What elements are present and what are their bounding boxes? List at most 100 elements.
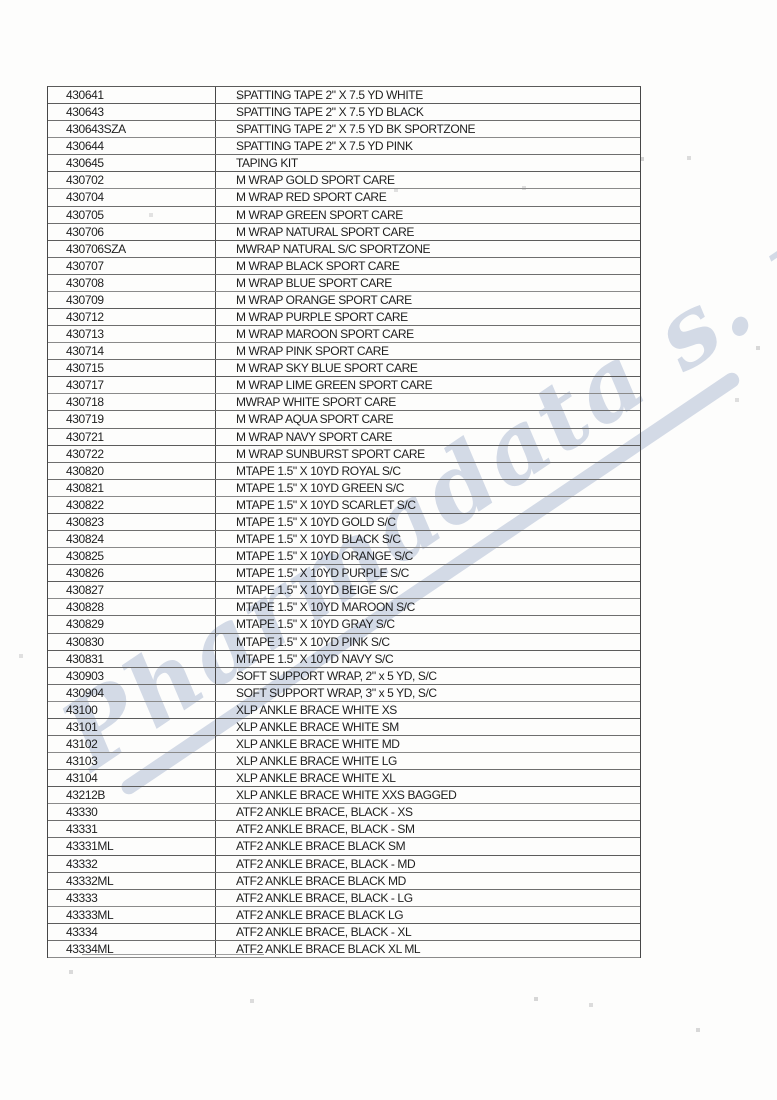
item-description-cell: M WRAP NATURAL SPORT CARE xyxy=(236,224,415,239)
item-code-cell: 430708 xyxy=(48,274,216,291)
item-description-cell: M WRAP GOLD SPORT CARE xyxy=(236,173,395,188)
item-description-cell: ATF2 ANKLE BRACE BLACK XL ML xyxy=(236,941,421,956)
item-code-cell: 430715 xyxy=(48,360,216,377)
item-code-cell: 430643 xyxy=(48,104,216,121)
item-description-cell: XLP ANKLE BRACE WHITE XXS BAGGED xyxy=(236,788,457,803)
table-row: 43103 XLP ANKLE BRACE WHITE LG xyxy=(48,753,640,771)
item-description-cell: ATF2 ANKLE BRACE, BLACK - MD xyxy=(236,856,416,871)
item-description-cell: ATF2 ANKLE BRACE, BLACK - XL xyxy=(236,924,412,939)
item-description-cell: M WRAP GREEN SPORT CARE xyxy=(236,207,403,222)
table-row: 430707 M WRAP BLACK SPORT CARE xyxy=(48,257,640,275)
table-row: 430826 MTAPE 1.5" X 10YD PURPLE S/C xyxy=(48,565,640,583)
table-row: 430643 SPATTING TAPE 2" X 7.5 YD BLACK xyxy=(48,104,640,122)
table-row: 430825 MTAPE 1.5" X 10YD ORANGE S/C xyxy=(48,548,640,566)
table-row: 430712 M WRAP PURPLE SPORT CARE xyxy=(48,309,640,327)
item-description-cell: MTAPE 1.5" X 10YD SCARLET S/C xyxy=(236,497,416,512)
item-description-cell: ATF2 ANKLE BRACE BLACK MD xyxy=(236,873,406,888)
item-code-cell: 430713 xyxy=(48,326,216,343)
table-row: 430718 MWRAP WHITE SPORT CARE xyxy=(48,394,640,412)
item-code-cell: 43334 xyxy=(48,923,216,940)
item-description-cell: MWRAP WHITE SPORT CARE xyxy=(236,395,396,410)
item-code-cell: 430822 xyxy=(48,496,216,513)
item-code-cell: 43103 xyxy=(48,753,216,770)
item-code-cell: 43104 xyxy=(48,770,216,787)
item-description-cell: MTAPE 1.5" X 10YD GRAY S/C xyxy=(236,617,395,632)
item-code-cell: 430718 xyxy=(48,394,216,411)
table-row: 43332 ATF2 ANKLE BRACE, BLACK - MD xyxy=(48,855,640,873)
table-row: 430821 MTAPE 1.5" X 10YD GREEN S/C xyxy=(48,479,640,497)
item-description-cell: M WRAP ORANGE SPORT CARE xyxy=(236,292,412,307)
scan-artifact-line xyxy=(82,954,264,955)
table-row: 430722 M WRAP SUNBURST SPORT CARE xyxy=(48,445,640,463)
item-description-cell: M WRAP AQUA SPORT CARE xyxy=(236,412,394,427)
item-description-cell: M WRAP LIME GREEN SPORT CARE xyxy=(236,378,433,393)
table-row: 430903 SOFT SUPPORT WRAP, 2" x 5 YD, S/C xyxy=(48,667,640,685)
table-row: 430645 TAPING KIT xyxy=(48,155,640,173)
item-description-cell: M WRAP RED SPORT CARE xyxy=(236,190,387,205)
item-code-cell: 430709 xyxy=(48,291,216,309)
table-row: 43331ML ATF2 ANKLE BRACE BLACK SM xyxy=(48,838,640,856)
item-description-cell: ATF2 ANKLE BRACE, BLACK - SM xyxy=(236,822,415,837)
item-code-cell: 43330 xyxy=(48,804,216,821)
item-code-cell: 430831 xyxy=(48,650,216,667)
item-code-cell: 430829 xyxy=(48,616,216,633)
table-row: 430829 MTAPE 1.5" X 10YD GRAY S/C xyxy=(48,616,640,634)
table-row: 43332ML ATF2 ANKLE BRACE BLACK MD xyxy=(48,872,640,890)
item-code-cell: 43333 xyxy=(48,889,216,906)
item-code-cell: 430705 xyxy=(48,206,216,223)
table-row: 430719 M WRAP AQUA SPORT CARE xyxy=(48,411,640,429)
item-code-cell: 43212B xyxy=(48,787,216,804)
item-code-cell: 43102 xyxy=(48,735,216,753)
item-description-cell: SPATTING TAPE 2" X 7.5 YD PINK xyxy=(236,139,413,154)
item-description-cell: MWRAP NATURAL S/C SPORTZONE xyxy=(236,241,431,256)
table-row: 430705 M WRAP GREEN SPORT CARE xyxy=(48,206,640,224)
table-row: 43102 XLP ANKLE BRACE WHITE MD xyxy=(48,735,640,754)
table-row: 43333 ATF2 ANKLE BRACE, BLACK - LG xyxy=(48,889,640,907)
item-description-cell: M WRAP BLUE SPORT CARE xyxy=(236,275,392,290)
item-description-cell: SPATTING TAPE 2" X 7.5 YD BK SPORTZONE xyxy=(236,122,476,137)
item-description-cell: ATF2 ANKLE BRACE BLACK LG xyxy=(236,907,404,922)
item-description-cell: M WRAP PURPLE SPORT CARE xyxy=(236,310,408,325)
table-row: 430644 SPATTING TAPE 2" X 7.5 YD PINK xyxy=(48,138,640,156)
table-row: 430713 M WRAP MAROON SPORT CARE xyxy=(48,326,640,344)
item-code-cell: 430826 xyxy=(48,565,216,582)
table-row: 430820 MTAPE 1.5" X 10YD ROYAL S/C xyxy=(48,462,640,480)
table-row: 430704 M WRAP RED SPORT CARE xyxy=(48,189,640,207)
item-description-cell: MTAPE 1.5" X 10YD GOLD S/C xyxy=(236,514,396,529)
item-code-cell: 430827 xyxy=(48,582,216,599)
table-row: 430706SZA MWRAP NATURAL S/C SPORTZONE xyxy=(48,240,640,258)
item-description-cell: SPATTING TAPE 2" X 7.5 YD BLACK xyxy=(236,105,424,120)
table-row: 430708 M WRAP BLUE SPORT CARE xyxy=(48,274,640,292)
item-code-cell: 43332 xyxy=(48,855,216,872)
table-row: 43334 ATF2 ANKLE BRACE, BLACK - XL xyxy=(48,923,640,941)
table-row: 430823 MTAPE 1.5" X 10YD GOLD S/C xyxy=(48,513,640,532)
item-code-cell: 430707 xyxy=(48,257,216,274)
item-code-cell: 430706 xyxy=(48,223,216,240)
item-code-cell: 430821 xyxy=(48,479,216,496)
item-description-cell: M WRAP SKY BLUE SPORT CARE xyxy=(236,361,418,376)
item-code-cell: 430823 xyxy=(48,513,216,531)
item-code-cell: 430904 xyxy=(48,684,216,701)
table-row: 43330 ATF2 ANKLE BRACE, BLACK - XS xyxy=(48,804,640,822)
table-row: 430702 M WRAP GOLD SPORT CARE xyxy=(48,172,640,190)
item-description-cell: MTAPE 1.5" X 10YD BEIGE S/C xyxy=(236,583,398,598)
item-description-cell: MTAPE 1.5" X 10YD PURPLE S/C xyxy=(236,566,409,581)
table-row: 430706 M WRAP NATURAL SPORT CARE xyxy=(48,223,640,241)
item-description-cell: XLP ANKLE BRACE WHITE XS xyxy=(236,702,397,717)
table-row: 430721 M WRAP NAVY SPORT CARE xyxy=(48,428,640,446)
item-code-cell: 430721 xyxy=(48,428,216,445)
item-code-cell: 43333ML xyxy=(48,906,216,923)
item-code-cell: 430824 xyxy=(48,531,216,548)
item-description-cell: MTAPE 1.5" X 10YD GREEN S/C xyxy=(236,480,404,495)
table-row: 430831 MTAPE 1.5" X 10YD NAVY S/C xyxy=(48,650,640,668)
table-row: 430904 SOFT SUPPORT WRAP, 3" x 5 YD, S/C xyxy=(48,684,640,702)
table-row: 430827 MTAPE 1.5" X 10YD BEIGE S/C xyxy=(48,582,640,600)
item-code-cell: 430717 xyxy=(48,377,216,394)
table-row: 430643SZA SPATTING TAPE 2" X 7.5 YD BK S… xyxy=(48,121,640,139)
item-code-cell: 43331 xyxy=(48,821,216,838)
item-description-cell: SOFT SUPPORT WRAP, 3" x 5 YD, S/C xyxy=(236,685,437,700)
item-description-cell: XLP ANKLE BRACE WHITE SM xyxy=(236,719,399,734)
item-description-cell: MTAPE 1.5" X 10YD PINK S/C xyxy=(236,634,390,649)
table-row: 430641 SPATTING TAPE 2" X 7.5 YD WHITE xyxy=(48,87,640,105)
item-code-cell: 430706SZA xyxy=(48,240,216,257)
